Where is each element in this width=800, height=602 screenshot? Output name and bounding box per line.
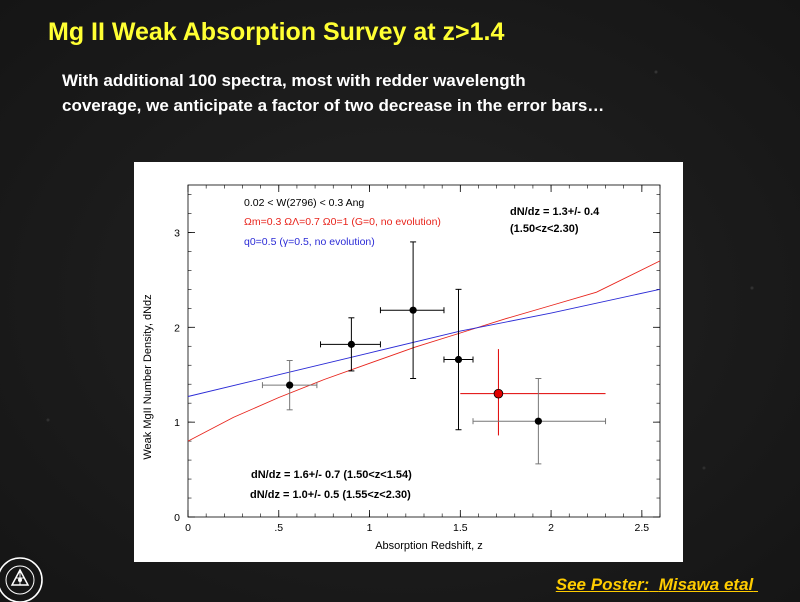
blue-model-curve xyxy=(187,288,661,397)
data-point xyxy=(460,349,606,436)
annotation-bottom-1: dN/dz = 1.6+/- 0.7 (1.50<z<1.54) xyxy=(251,469,412,481)
slide-subtitle: With additional 100 spectra, most with r… xyxy=(62,68,762,118)
x-tick-label: 2.5 xyxy=(635,522,650,534)
y-tick-label: 1 xyxy=(174,417,180,429)
poster-author[interactable]: Misawa etal xyxy=(658,575,754,594)
subtitle-line-1: With additional 100 spectra, most with r… xyxy=(62,71,526,90)
x-tick-label: 0 xyxy=(185,522,191,534)
x-tick-label: 1 xyxy=(367,522,373,534)
x-tick-label: .5 xyxy=(274,522,283,534)
y-tick-label: 2 xyxy=(174,322,180,334)
highlight-point-marker xyxy=(493,388,504,399)
data-point xyxy=(379,241,445,380)
legend-line-red: Ωm=0.3 ΩΛ=0.7 Ω0=1 (G=0, no evolution) xyxy=(244,216,441,228)
point-marker xyxy=(347,340,355,348)
slide-title: Mg II Weak Absorption Survey at z>1.4 xyxy=(48,18,505,46)
y-tick-label: 0 xyxy=(174,512,180,524)
poster-label: See Poster: xyxy=(555,575,650,594)
point-marker xyxy=(534,417,542,425)
y-tick-label: 3 xyxy=(174,227,180,239)
annotation-bottom-2: dN/dz = 1.0+/- 0.5 (1.55<z<2.30) xyxy=(250,489,411,501)
plot-frame xyxy=(187,184,661,518)
x-axis-label: Absorption Redshift, z xyxy=(375,540,483,552)
model-curves xyxy=(187,260,661,442)
data-points xyxy=(261,241,607,465)
data-point xyxy=(261,359,318,411)
legend-line-1: 0.02 < W(2796) < 0.3 Ang xyxy=(244,197,364,209)
annotation-top-right-2: (1.50<z<2.30) xyxy=(510,223,579,235)
data-point xyxy=(443,288,474,431)
data-point xyxy=(472,378,607,465)
point-marker xyxy=(409,306,417,314)
data-point xyxy=(320,317,381,372)
axes: 0 .5 1 1.5 2 2.5 0 1 2 3 xyxy=(174,184,661,534)
x-tick-label: 1.5 xyxy=(453,522,468,534)
redshift-density-chart: 0 .5 1 1.5 2 2.5 0 1 2 3 0.02 < W(2796) < 0.3 Ang… xyxy=(142,184,661,552)
university-seal-icon xyxy=(0,557,43,602)
chart-text: 0.02 < W(2796) < 0.3 Ang Ωm=0.3 ΩΛ=0.7 Ω… xyxy=(142,197,600,552)
y-axis-label: Weak MgII Number Density, dNdz xyxy=(142,294,154,459)
red-model-curve xyxy=(187,260,661,442)
subtitle-line-2: coverage, we anticipate a factor of two … xyxy=(62,96,605,115)
poster-note[interactable]: See Poster: Misawa etal xyxy=(556,575,758,595)
point-marker xyxy=(286,381,294,389)
point-marker xyxy=(454,355,463,364)
chart-panel: 0 .5 1 1.5 2 2.5 0 1 2 3 0.02 < W(2796) < 0.3 Ang… xyxy=(134,162,683,562)
x-tick-label: 2 xyxy=(548,522,554,534)
annotation-top-right-1: dN/dz = 1.3+/- 0.4 xyxy=(510,206,600,218)
legend-line-blue: q0=0.5 (γ=0.5, no evolution) xyxy=(244,236,375,248)
